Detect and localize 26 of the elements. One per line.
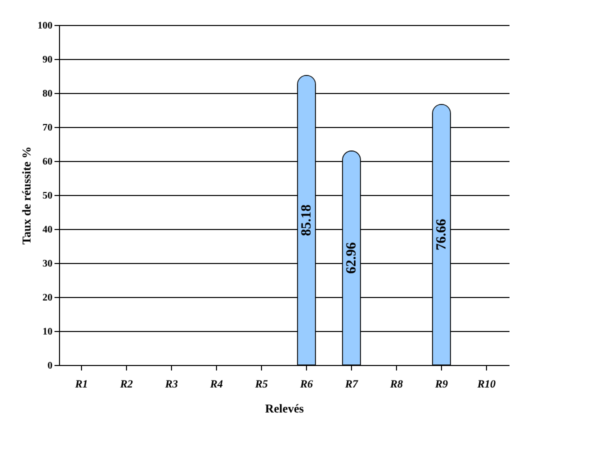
data-label: 85.18 [300,204,314,236]
y-tick-label: 20 [42,292,52,304]
y-tick-label: 80 [42,88,52,100]
y-tick-label: 40 [42,224,52,236]
x-tick-label: R9 [434,378,448,390]
x-tick-label: R1 [74,378,88,390]
y-tick-label: 100 [38,20,52,32]
y-tick-label: 50 [42,190,52,202]
data-label: 76.66 [434,218,450,250]
x-tick-label: R2 [119,378,134,390]
x-tick-label: R8 [389,378,404,390]
x-tick-label: R5 [254,378,268,390]
x-tick-label: R4 [209,378,224,390]
x-tick-label: R6 [299,378,314,390]
y-axis-title: Taux de réussite % [20,146,34,244]
y-tick-label: 70 [42,122,52,134]
y-tick-label: 60 [42,156,52,168]
y-tick-label: 90 [42,54,52,66]
data-label: 62.96 [344,242,360,274]
y-tick-label: 30 [42,258,52,270]
x-axis-title: Relevés [265,402,304,416]
y-tick-label: 0 [48,360,52,372]
x-tick-label: R10 [476,378,496,390]
x-tick-label: R7 [344,378,358,390]
y-tick-label: 10 [42,326,52,338]
x-tick-label: R3 [164,378,178,390]
